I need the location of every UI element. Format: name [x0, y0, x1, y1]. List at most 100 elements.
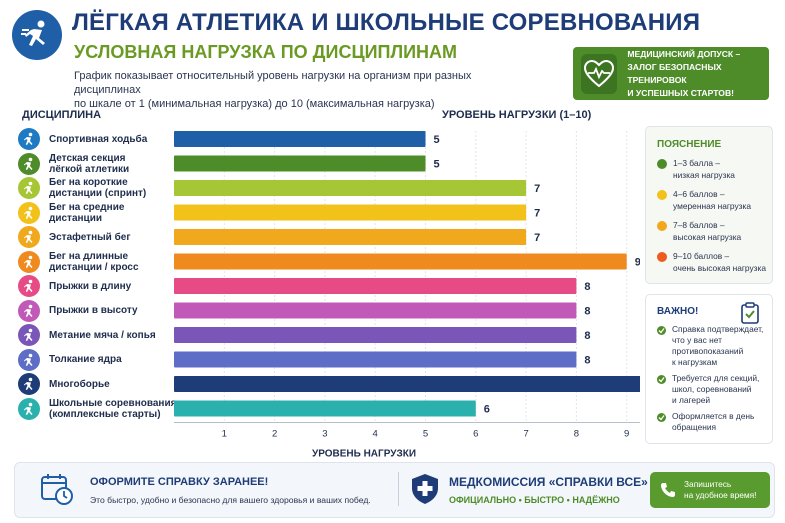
discipline-label: Эстафетный бег — [49, 232, 131, 243]
discipline-label: Спортивная ходьба — [49, 134, 147, 145]
important-title: ВАЖНО! — [657, 306, 699, 317]
discipline-icon — [18, 397, 40, 420]
bar — [174, 278, 577, 294]
bar — [174, 351, 577, 368]
discipline-icon — [18, 324, 40, 346]
discipline-label: Детская секция лёгкой атлетики — [49, 153, 129, 175]
check-icon — [657, 413, 666, 422]
heart-pulse-icon — [581, 53, 618, 94]
legend-moderate-desc: умеренная нагрузка — [673, 201, 752, 211]
legend-item-moderate: 4–6 баллов – умеренная нагрузка — [657, 188, 751, 212]
discipline-row: Бег на короткие дистанции (спринт) — [18, 177, 146, 199]
runner-icon — [21, 20, 45, 46]
legend-very-high-desc: очень высокая нагрузка — [673, 263, 767, 273]
discipline-label-line-1: Бег на средние — [49, 201, 125, 213]
discipline-label-line-2: дистанции — [49, 212, 102, 224]
discipline-icon — [18, 201, 40, 224]
page-subtitle: УСЛОВНАЯ НАГРУЗКА ПО ДИСЦИПЛИНАМ — [74, 42, 458, 62]
discipline-label-line-2: дистанции / кросс — [49, 261, 139, 273]
discipline-row: Прыжки в высоту — [18, 299, 138, 322]
check-icon — [657, 375, 666, 384]
legend-very-high-range: 9–10 баллов – — [673, 251, 730, 261]
discipline-row: Спортивная ходьба — [18, 128, 147, 150]
discipline-row: Бег на длинные дистанции / кросс — [18, 250, 139, 273]
x-tick-label: 9 — [624, 429, 629, 440]
discipline-icon — [18, 226, 40, 248]
x-tick-label: 2 — [272, 429, 277, 440]
discipline-label-line-1: Многоборье — [49, 378, 110, 390]
discipline-icon — [18, 177, 40, 199]
footer-brand-tagline: ОФИЦИАЛЬНО • БЫСТРО • НАДЁЖНО — [449, 495, 620, 505]
page-title: ЛЁГКАЯ АТЛЕТИКА И ШКОЛЬНЫЕ СОРЕВНОВАНИЯ — [72, 9, 701, 36]
important-item-3-line-1: Оформляется в день — [672, 411, 755, 421]
discipline-icon — [18, 373, 40, 395]
legend-item-very-high: 9–10 баллов – очень высокая нагрузка — [657, 250, 766, 274]
bar — [174, 376, 640, 392]
bar — [174, 180, 527, 196]
legend-dot-high — [657, 221, 667, 231]
load-column-header: УРОВЕНЬ НАГРУЗКИ (1–10) — [442, 109, 592, 121]
footer-cta-text: Это быстро, удобно и безопасно для вашег… — [90, 495, 371, 505]
clipboard-check-icon — [741, 302, 759, 324]
important-item-1: Справка подтверждает, что у вас нет прот… — [657, 324, 763, 368]
discipline-label-line-1: Бег на короткие — [49, 177, 128, 188]
important-item-2: Требуется для секций, школ, соревнований… — [657, 373, 759, 406]
important-item-1-line-1: Справка подтверждает, — [672, 324, 764, 334]
discipline-row: Детская секция лёгкой атлетики — [18, 152, 129, 175]
discipline-label: Метание мяча / копья — [49, 330, 156, 341]
discipline-icon — [18, 152, 40, 175]
discipline-label: Бег на короткие дистанции (спринт) — [49, 177, 146, 199]
important-item-1-line-3: противопоказаний — [672, 346, 744, 356]
important-item-1-line-2: что у вас нет — [672, 335, 722, 345]
bar — [174, 400, 476, 417]
bar-value-label: 9 — [635, 257, 640, 269]
discipline-icon — [18, 128, 40, 150]
medical-badge-line-2: ЗАЛОГ БЕЗОПАСНЫХ ТРЕНИРОВОК — [627, 61, 722, 85]
legend-panel: ПОЯСНЕНИЕ 1–3 балла – низкая нагрузка 4–6… — [645, 126, 773, 284]
book-appointment-button[interactable]: Запишитесь на удобное время! — [650, 472, 770, 508]
footer-brand-title: МЕДКОМИССИЯ «СПРАВКИ ВСЕ» — [449, 475, 648, 489]
discipline-label: Бег на длинные дистанции / кросс — [49, 251, 139, 273]
x-tick-label: 6 — [473, 429, 478, 440]
discipline-label-line-1: Эстафетный бег — [49, 231, 131, 243]
x-tick-label: 1 — [222, 429, 227, 440]
legend-low-desc: низкая нагрузка — [673, 170, 735, 180]
calendar-clock-icon — [41, 474, 73, 505]
bar — [174, 155, 426, 172]
x-tick-label: 4 — [373, 429, 378, 440]
bar-value-label: 8 — [584, 281, 590, 293]
discipline-icon — [18, 299, 40, 322]
discipline-label-line-1: Метание мяча / копья — [49, 329, 156, 341]
important-item-1-line-4: к нагрузкам — [672, 357, 718, 367]
bar — [174, 131, 426, 147]
legend-item-low: 1–3 балла – низкая нагрузка — [657, 157, 735, 181]
important-item-3-line-2: обращения — [672, 422, 717, 432]
legend-moderate-range: 4–6 баллов – — [673, 189, 725, 199]
discipline-label-line-1: Бег на длинные — [49, 250, 129, 262]
discipline-label: Прыжки в длину — [49, 281, 131, 292]
discipline-label-line-1: Прыжки в высоту — [49, 305, 138, 316]
discipline-label-line-1: Школьные соревнования — [49, 397, 177, 409]
check-icon — [657, 326, 666, 335]
bar — [174, 204, 527, 221]
bar — [174, 302, 577, 319]
important-item-2-line-1: Требуется для секций, — [672, 373, 760, 383]
discipline-label-line-1: Толкание ядра — [49, 354, 122, 365]
discipline-row: Школьные соревнования (комплексные старты… — [18, 397, 177, 420]
discipline-label-line-1: Прыжки в длину — [49, 280, 132, 292]
description-line-1: График показывает относительный уровень … — [74, 70, 472, 96]
bar-value-label: 7 — [534, 208, 540, 220]
discipline-icon — [18, 348, 40, 371]
x-tick-label: 7 — [523, 429, 528, 440]
discipline-row: Толкание ядра — [18, 348, 122, 371]
legend-title: ПОЯСНЕНИЕ — [657, 139, 722, 150]
chart-description: График показывает относительный уровень … — [74, 69, 534, 111]
footer-divider — [398, 472, 399, 506]
x-tick-label: 5 — [423, 429, 428, 440]
book-button-line-1: Запишитесь — [684, 479, 732, 489]
important-item-2-line-2: школ, соревнований — [672, 384, 752, 394]
discipline-row: Бег на средние дистанции — [18, 201, 125, 224]
discipline-label-line-2: (комплексные старты) — [49, 408, 161, 420]
legend-high-range: 7–8 баллов – — [673, 220, 725, 230]
bar — [174, 253, 627, 270]
